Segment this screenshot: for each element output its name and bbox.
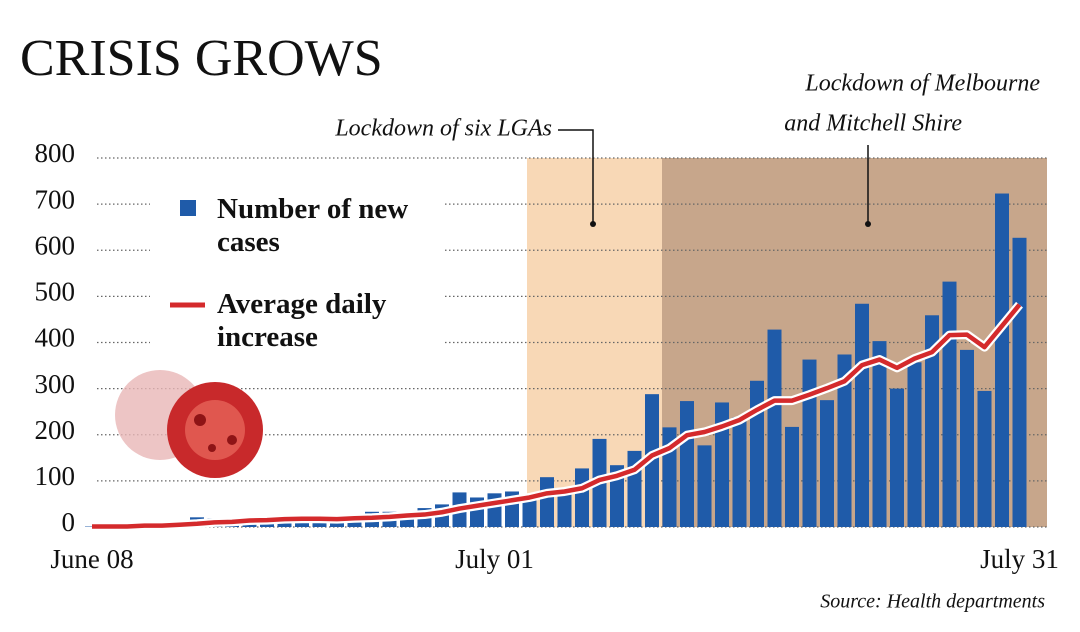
bar [575,468,589,527]
bar [522,496,537,527]
legend-label: Average daily increase [217,288,387,353]
virus-illustration [115,370,263,478]
legend-swatch-bar [180,200,196,216]
y-tick-label: 800 [35,138,76,168]
y-tick-label: 0 [62,507,76,537]
y-tick-label: 100 [35,461,76,491]
bar [277,521,292,527]
y-tick-label: 300 [35,369,76,399]
bar [995,193,1009,528]
y-tick-label: 400 [35,323,76,353]
chart-title: CRISIS GROWS [20,30,383,87]
source: Source: Health departments [820,591,1045,613]
y-tick-label: 500 [35,277,76,307]
bar [785,426,799,527]
annotation: Lockdown of Melbourne [804,71,1040,97]
x-tick-label: July 01 [455,544,534,574]
annotation-dot [590,221,596,227]
legend-label: Number of new cases [217,193,409,258]
annotation-leader [558,129,594,224]
bar [312,519,327,527]
annotation: Lockdown of six LGAs [334,116,552,142]
bar [925,315,939,527]
x-tick-label: June 08 [50,544,133,574]
bar [557,492,572,527]
bar [1012,237,1027,527]
y-tick-label: 700 [35,184,76,214]
bar [977,390,992,527]
bar [750,380,764,527]
bar [942,281,957,527]
annotation: and Mitchell Shire [784,111,962,137]
bar [697,445,712,527]
annotation-dot [865,221,871,227]
bar [540,477,554,527]
bar [872,341,887,527]
bar [732,417,747,527]
x-tick-label: July 31 [980,544,1059,574]
legend-background [150,180,445,365]
y-tick-label: 600 [35,230,76,260]
bar [715,402,729,527]
bar [820,400,834,527]
bar [680,401,694,527]
bar [890,388,904,527]
y-tick-label: 200 [35,415,76,445]
bar [802,359,817,527]
bar [767,329,782,527]
bar [960,349,974,527]
bar [837,354,852,527]
line [92,303,1022,529]
bar [907,362,922,527]
bar [855,303,869,527]
